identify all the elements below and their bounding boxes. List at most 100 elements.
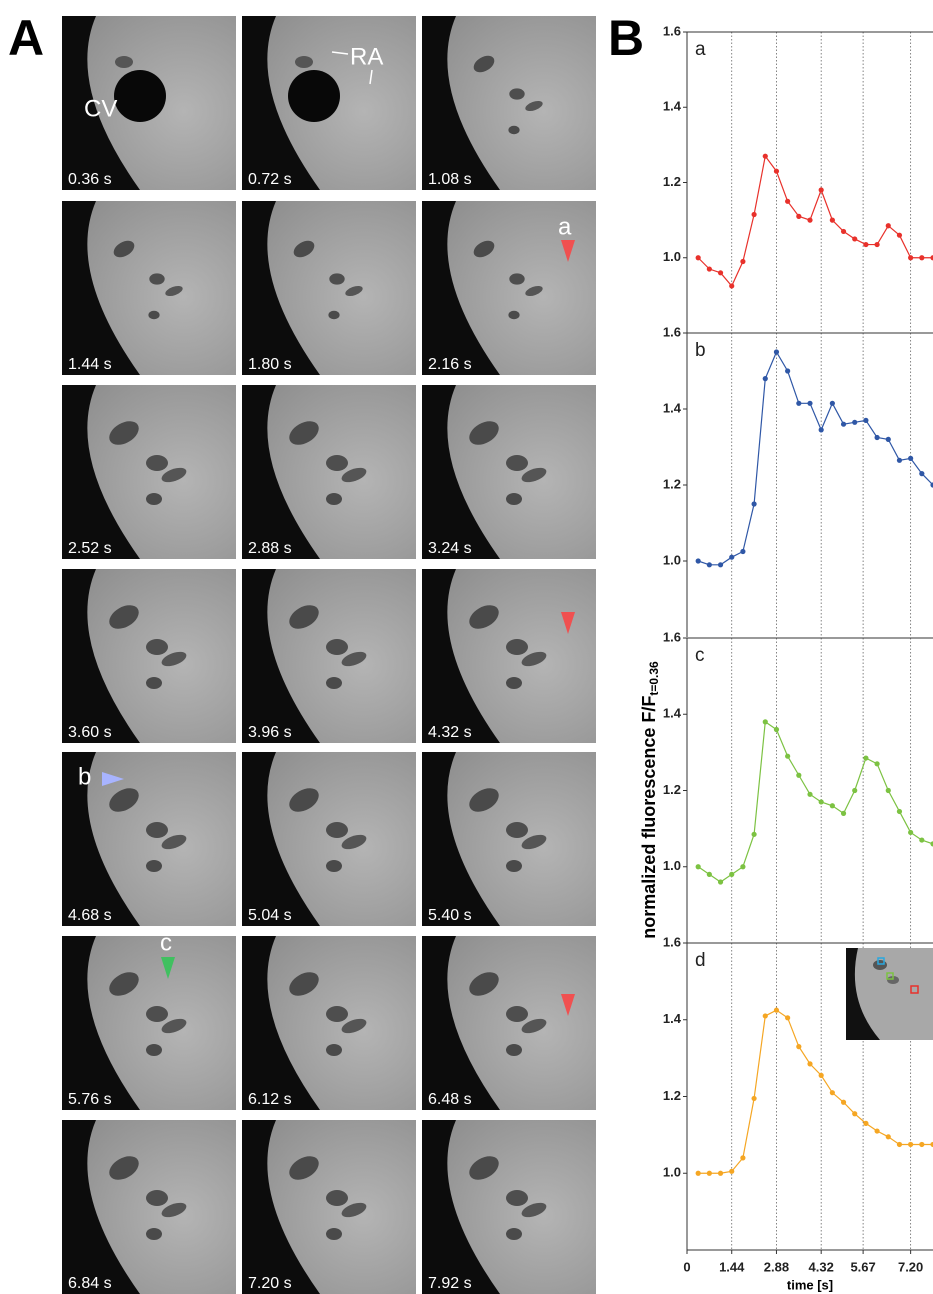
data-point xyxy=(885,787,891,794)
frame: 6.12 s xyxy=(242,936,416,1110)
data-point xyxy=(852,236,858,242)
arrowhead xyxy=(561,240,575,262)
data-point xyxy=(785,1015,791,1021)
data-line xyxy=(697,350,933,566)
data-point xyxy=(818,187,824,193)
data-point xyxy=(785,198,791,204)
data-point xyxy=(740,258,746,265)
cell-feature xyxy=(525,285,543,297)
data-point xyxy=(706,871,712,877)
contractile-vacuole xyxy=(114,70,166,122)
cell-feature xyxy=(506,860,522,872)
data-point xyxy=(729,871,735,877)
frame-dark-region xyxy=(422,569,500,743)
frame-dark-region xyxy=(62,1120,140,1294)
frame: 2.88 s xyxy=(242,385,416,559)
cell-feature xyxy=(293,240,315,258)
frame-time: 3.24 s xyxy=(428,540,472,557)
chart-title: b xyxy=(695,340,706,361)
y-tick-label: 1.4 xyxy=(663,400,682,415)
cell-feature xyxy=(289,421,319,445)
cell-feature xyxy=(341,834,367,850)
data-point xyxy=(717,1170,724,1176)
annotation: c xyxy=(160,929,172,956)
y-tick-label: 1.2 xyxy=(663,174,681,189)
frame-dark-region xyxy=(422,1120,500,1294)
frame-time: 5.76 s xyxy=(68,1091,112,1108)
cell-feature xyxy=(508,310,520,320)
data-point xyxy=(695,558,701,564)
frame: 0.36 s xyxy=(62,16,236,190)
data-point xyxy=(852,419,858,425)
y-tick-label: 1.6 xyxy=(663,629,681,644)
cell-feature xyxy=(469,972,499,996)
data-point xyxy=(785,368,791,374)
data-point xyxy=(751,211,757,218)
data-point xyxy=(896,808,903,815)
cell-feature xyxy=(146,455,168,471)
contractile-vacuole xyxy=(288,70,340,122)
inset-image xyxy=(846,948,933,1040)
cell-feature xyxy=(149,273,165,285)
frame-dark-region xyxy=(422,385,500,559)
data-point xyxy=(840,1099,847,1105)
data-point xyxy=(706,1170,712,1176)
frame: 5.04 s xyxy=(242,752,416,926)
frame-dark-region xyxy=(422,201,500,375)
cell-feature xyxy=(341,651,367,667)
data-point xyxy=(751,831,757,837)
data-point xyxy=(930,255,933,261)
data-point xyxy=(729,1168,735,1174)
data-point xyxy=(807,400,813,406)
chart-title: a xyxy=(695,39,706,60)
y-tick-label: 1.4 xyxy=(663,99,682,114)
cell-feature xyxy=(289,1156,319,1180)
cell-feature xyxy=(326,493,342,505)
cell-feature xyxy=(345,285,363,297)
cell-feature xyxy=(146,1044,162,1056)
frame-time: 1.44 s xyxy=(68,356,112,373)
cell-feature xyxy=(469,788,499,812)
frame-dark-region xyxy=(62,936,140,1110)
frame-time: 1.08 s xyxy=(428,171,472,188)
data-point xyxy=(896,232,903,238)
frame: 1.44 s xyxy=(62,201,236,375)
data-point xyxy=(863,241,869,248)
roi-box xyxy=(877,957,885,965)
cell-feature xyxy=(146,677,162,689)
x-tick-label: 4.32 xyxy=(809,1259,834,1274)
cell-feature xyxy=(506,1006,528,1022)
data-point xyxy=(695,255,701,261)
cell-feature xyxy=(509,88,525,100)
annotation: a xyxy=(558,213,572,240)
cell-feature xyxy=(506,1190,528,1206)
cell-feature xyxy=(161,834,187,850)
data-point xyxy=(863,417,869,423)
cell-feature xyxy=(506,1228,522,1240)
y-axis-label-main: normalized fluorescence F/F xyxy=(639,696,659,939)
data-point xyxy=(695,1170,701,1176)
inset-feature xyxy=(887,976,899,984)
data-point xyxy=(751,501,757,507)
frame: 1.80 s xyxy=(242,201,416,375)
frame: 5.76 s xyxy=(62,936,236,1110)
cell-feature xyxy=(109,788,139,812)
x-tick-label: 5.67 xyxy=(850,1259,875,1274)
data-point xyxy=(930,482,933,488)
cell-feature xyxy=(161,651,187,667)
frame-dark-region xyxy=(62,752,140,926)
y-tick-label: 1.4 xyxy=(663,706,682,721)
frame-dark-region xyxy=(242,569,320,743)
frame-time: 3.60 s xyxy=(68,724,112,741)
data-point xyxy=(840,810,847,816)
data-point xyxy=(885,1134,891,1140)
cell-feature xyxy=(509,273,525,285)
x-axis-label: time [s] xyxy=(787,1277,833,1292)
frame-time: 0.36 s xyxy=(68,171,112,188)
frame-time: 5.40 s xyxy=(428,907,472,924)
data-point xyxy=(885,223,891,229)
data-point xyxy=(908,455,914,461)
cell-feature xyxy=(506,455,528,471)
cell-feature xyxy=(326,1190,348,1206)
